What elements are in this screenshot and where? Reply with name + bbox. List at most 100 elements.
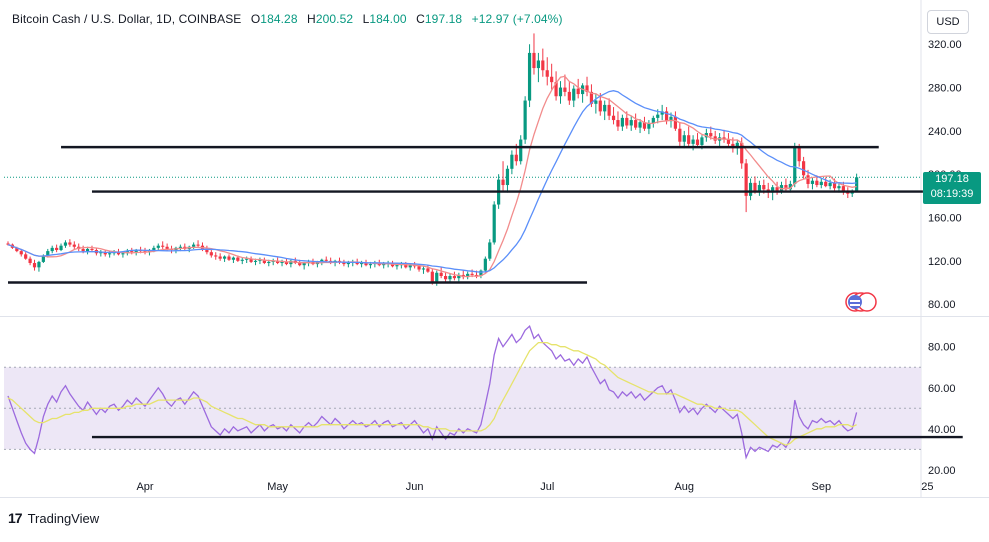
candle-body [417,266,421,270]
candle-body [673,116,678,129]
symbol-legend: Bitcoin Cash / U.S. Dollar, 1D, COINBASE… [12,12,563,26]
price-tick-label: 240.00 [928,126,962,138]
candle-body [192,244,196,247]
time-tick-label: Sep [811,481,831,493]
candle-body [258,259,262,261]
candle-body [68,242,72,245]
open-value: 184.28 [260,12,298,26]
candle-body [625,117,629,126]
candle-body [806,175,810,184]
candle-body [726,139,731,144]
candle-body [439,272,443,277]
candle-body [541,60,545,71]
low-value: 184.00 [369,12,407,26]
candle-body [284,261,289,265]
candle-body [483,258,487,271]
candle-body [682,135,686,142]
candle-body [514,154,518,162]
candle-body [824,181,828,187]
tradingview-name: TradingView [27,510,100,526]
candle-body [558,87,563,97]
candle-body [492,204,496,243]
candle-body [59,245,63,251]
candle-body [134,250,138,253]
candle-body [430,271,434,282]
candle-body [523,100,527,140]
candle-body [709,133,713,137]
tradingview-logo[interactable]: 17 TradingView [8,510,99,526]
candle-body [550,76,554,83]
candle-body [28,258,32,264]
candle-body [536,60,540,69]
time-tick-label: 25 [921,481,933,493]
candle-body [116,252,121,255]
currency-button[interactable]: USD [927,10,969,34]
candle-body [757,185,761,192]
candle-body [576,88,580,95]
candle-body [519,139,523,162]
candle-body [797,147,801,162]
candle-body [713,136,717,141]
candle-body [722,137,726,140]
candle-body [678,128,682,142]
events-flag-stripe [850,300,860,302]
candles-group [6,33,859,286]
candle-body [360,263,364,265]
candle-body [15,247,19,252]
candle-body [222,256,227,259]
candle-body [24,254,28,259]
candle-body [841,186,845,192]
candle-body [32,263,37,268]
rsi-series-line [7,341,857,446]
rsi-band-fill [4,367,921,450]
events-flag-stripe [850,304,860,306]
candle-body [165,246,169,249]
candle-body [63,242,68,246]
candle-body [395,265,399,267]
candle-body [594,100,598,104]
candle-body [837,186,841,189]
candle-body [815,180,819,186]
candle-body [572,88,576,101]
moving-average-line [7,90,857,273]
candle-body [762,185,766,190]
candle-body [161,245,165,247]
moving-average-line [7,75,857,278]
candle-body [651,117,655,124]
candle-body [488,242,492,259]
bar-countdown: 08:19:39 [930,188,974,200]
close-value: 197.18 [424,12,463,26]
candle-body [819,181,823,186]
candle-body [474,274,479,277]
candle-body [607,104,611,116]
candle-body [452,276,457,279]
candle-body [567,91,571,101]
candle-body [346,263,350,265]
candle-body [99,252,103,254]
candle-body [443,276,448,280]
candle-body [695,139,700,145]
candle-body [457,274,461,279]
symbol-title: Bitcoin Cash / U.S. Dollar, 1D, COINBASE [12,12,242,26]
candle-body [342,261,346,265]
candle-body [545,70,549,77]
candle-body [532,52,536,69]
candle-body [302,263,306,266]
rsi-tick-label: 20.00 [928,465,956,477]
candle-body [828,182,832,187]
candle-body [245,258,249,260]
candle-body [108,253,112,255]
candle-body [634,120,638,128]
price-tick-label: 320.00 [928,39,962,51]
candle-body [687,135,691,144]
rsi-tick-label: 40.00 [928,424,956,436]
candle-body [214,255,218,257]
candle-body [554,82,558,97]
candle-body [788,183,792,190]
candle-body [740,142,744,164]
candle-body [55,247,59,251]
candle-body [121,253,125,255]
rsi-tick-label: 60.00 [928,383,956,395]
